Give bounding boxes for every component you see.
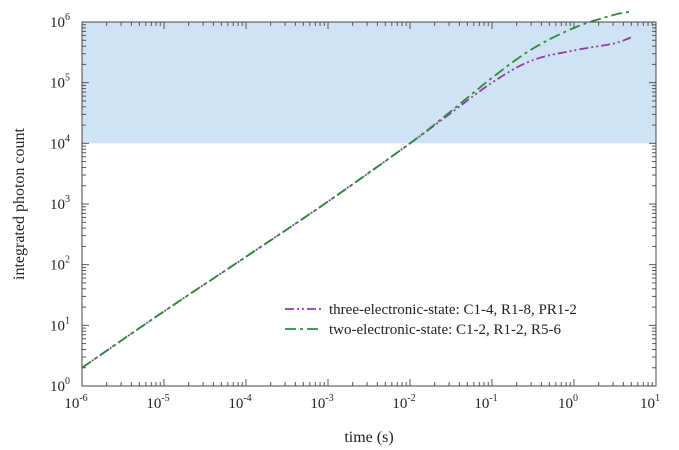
y-tick-exp: 4 bbox=[65, 133, 70, 144]
y-tick-label: 106 bbox=[50, 12, 70, 31]
y-axis-label: integrated photon count bbox=[11, 127, 28, 280]
y-tick-label: 105 bbox=[50, 73, 70, 92]
y-tick-exp: 0 bbox=[65, 376, 70, 387]
shaded-band bbox=[82, 22, 656, 144]
x-tick-exp: -4 bbox=[243, 393, 251, 404]
y-tick-base: 10 bbox=[50, 258, 65, 274]
y-tick-label: 100 bbox=[50, 376, 70, 395]
x-tick-label: 10-6 bbox=[64, 393, 87, 412]
y-tick-base: 10 bbox=[50, 136, 65, 152]
y-tick-label: 102 bbox=[50, 255, 70, 274]
y-tick-exp: 3 bbox=[65, 194, 70, 205]
x-tick-exp: -2 bbox=[407, 393, 415, 404]
x-tick-label: 100 bbox=[558, 393, 578, 412]
x-tick-base: 10 bbox=[640, 396, 655, 412]
series-layer bbox=[81, 10, 632, 369]
y-tick-exp: 1 bbox=[65, 315, 70, 326]
x-tick-exp: 1 bbox=[655, 393, 660, 404]
x-tick-label: 10-2 bbox=[392, 393, 415, 412]
x-tick-base: 10 bbox=[558, 396, 573, 412]
x-tick-exp: -5 bbox=[161, 393, 169, 404]
x-tick-labels: 10-6 10-5 10-4 10-3 10-2 10-1 100 101 bbox=[64, 393, 660, 412]
y-tick-base: 10 bbox=[50, 379, 65, 395]
x-tick-base: 10 bbox=[64, 396, 79, 412]
x-tick-exp: -6 bbox=[79, 393, 87, 404]
series-line-two-state bbox=[81, 10, 632, 369]
x-tick-exp: 0 bbox=[573, 393, 578, 404]
y-tick-base: 10 bbox=[50, 197, 65, 213]
series-line-three-state bbox=[81, 36, 632, 369]
legend-label-two-state: two-electronic-state: C1-2, R1-2, R5-6 bbox=[329, 322, 562, 338]
x-tick-label: 10-1 bbox=[474, 393, 497, 412]
y-tick-label: 103 bbox=[50, 194, 70, 213]
y-tick-label: 101 bbox=[50, 315, 70, 334]
y-tick-exp: 2 bbox=[65, 255, 70, 266]
y-tick-base: 10 bbox=[50, 15, 65, 31]
x-tick-base: 10 bbox=[474, 396, 489, 412]
y-tick-exp: 5 bbox=[65, 73, 70, 84]
x-tick-exp: -3 bbox=[325, 393, 333, 404]
x-tick-exp: -1 bbox=[489, 393, 497, 404]
plot-frame bbox=[81, 21, 657, 387]
x-tick-label: 10-5 bbox=[146, 393, 169, 412]
x-tick-base: 10 bbox=[310, 396, 325, 412]
x-axis-label: time (s) bbox=[344, 429, 393, 446]
axis-ticks bbox=[81, 21, 657, 387]
x-tick-base: 10 bbox=[146, 396, 161, 412]
legend-label-three-state: three-electronic-state: C1-4, R1-8, PR1-… bbox=[329, 302, 577, 318]
y-tick-exp: 6 bbox=[65, 12, 70, 23]
y-tick-base: 10 bbox=[50, 318, 65, 334]
x-tick-base: 10 bbox=[392, 396, 407, 412]
legend: three-electronic-state: C1-4, R1-8, PR1-… bbox=[285, 302, 577, 338]
y-tick-base: 10 bbox=[50, 76, 65, 92]
x-tick-base: 10 bbox=[228, 396, 243, 412]
x-tick-label: 10-3 bbox=[310, 393, 333, 412]
y-tick-label: 104 bbox=[50, 133, 70, 152]
x-tick-label: 101 bbox=[640, 393, 660, 412]
x-tick-label: 10-4 bbox=[228, 393, 251, 412]
